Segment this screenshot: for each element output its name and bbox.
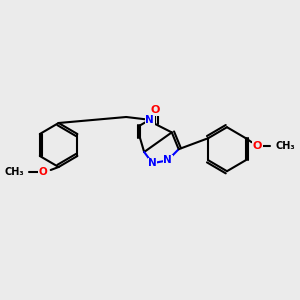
Text: N: N <box>148 158 157 168</box>
Text: N: N <box>145 115 154 125</box>
Text: CH₃: CH₃ <box>275 141 295 151</box>
Text: CH₃: CH₃ <box>4 167 24 177</box>
Text: O: O <box>253 141 262 151</box>
Text: O: O <box>38 167 47 177</box>
Text: O: O <box>151 105 160 115</box>
Text: N: N <box>163 155 172 165</box>
